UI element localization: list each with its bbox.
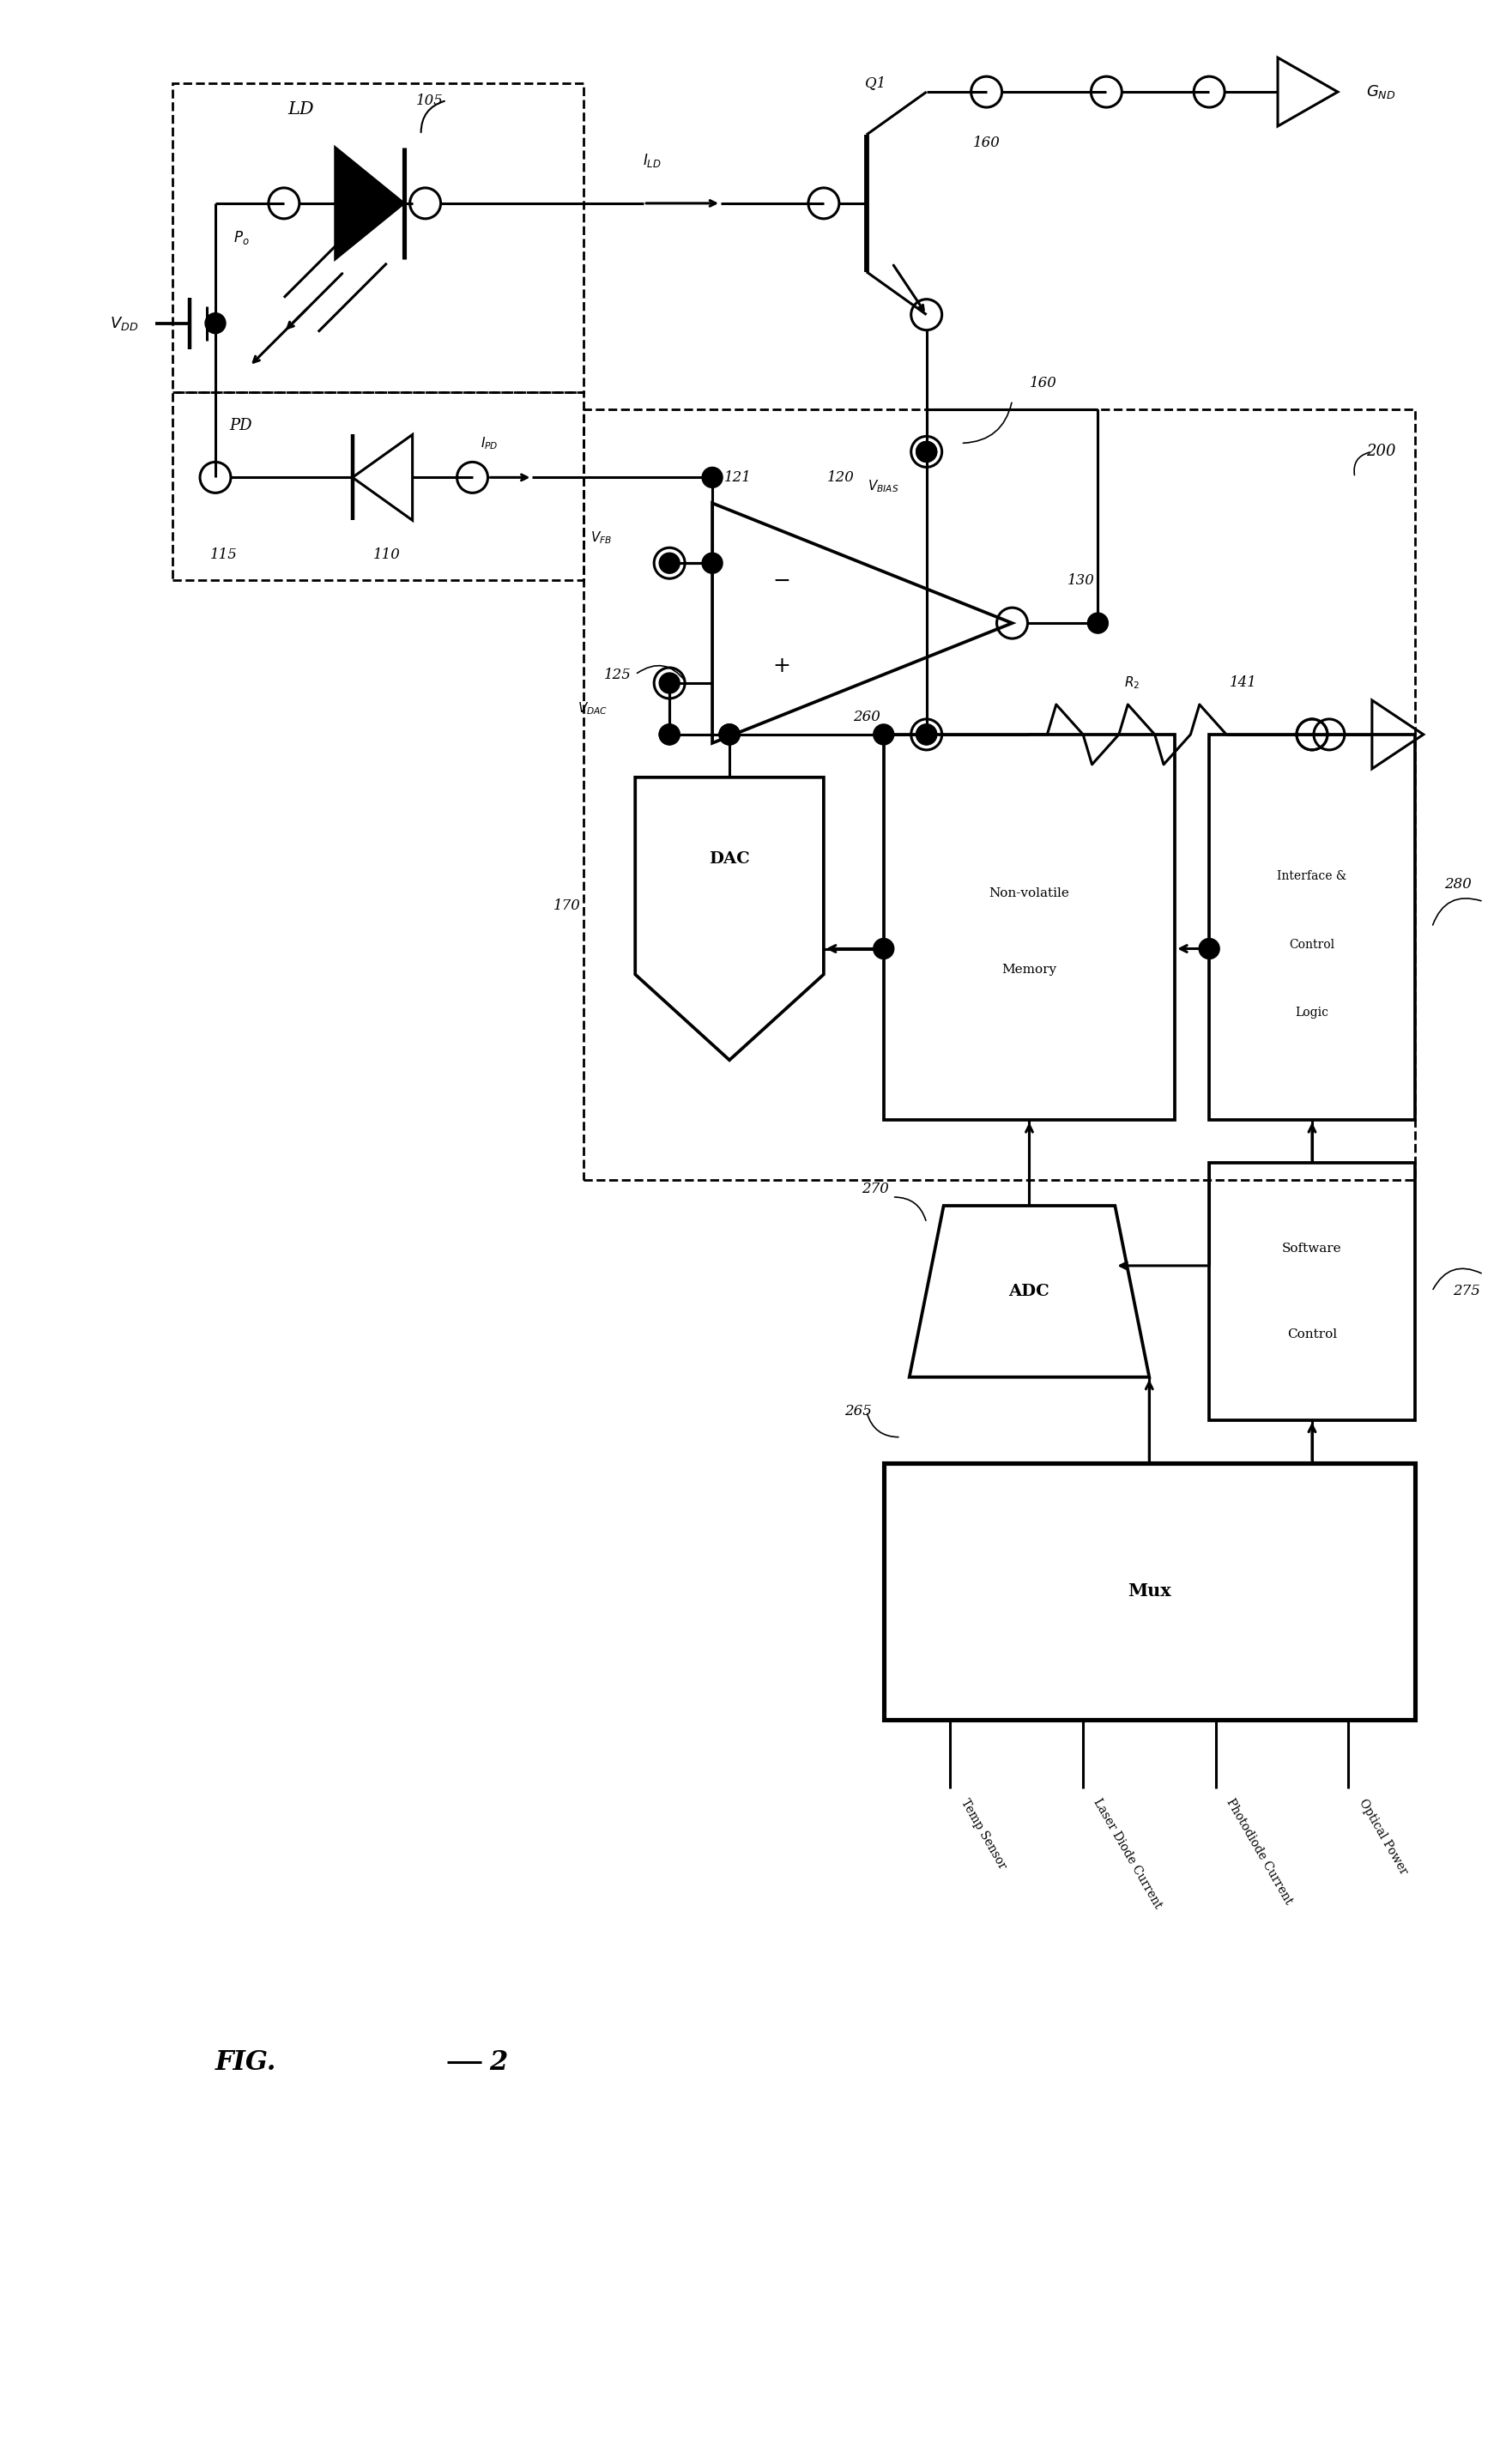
- Bar: [1210, 735, 1415, 1120]
- Text: $I_{LD}$: $I_{LD}$: [643, 152, 662, 169]
- Text: $+$: $+$: [773, 657, 789, 676]
- Circle shape: [916, 725, 937, 745]
- Text: $G_{ND}$: $G_{ND}$: [1365, 83, 1396, 100]
- Text: ADC: ADC: [1009, 1284, 1049, 1298]
- Text: $-$: $-$: [773, 571, 789, 590]
- Bar: [172, 83, 584, 392]
- Text: PD: PD: [230, 419, 253, 434]
- Text: 275: 275: [1453, 1284, 1480, 1298]
- Circle shape: [1199, 938, 1220, 958]
- Text: $V_{BIAS}$: $V_{BIAS}$: [868, 478, 900, 495]
- Text: 121: 121: [724, 470, 751, 485]
- Circle shape: [702, 468, 723, 488]
- Text: 105: 105: [416, 93, 443, 108]
- Circle shape: [659, 554, 680, 573]
- Text: $R_2$: $R_2$: [1125, 676, 1140, 691]
- Text: Control: Control: [1290, 938, 1335, 951]
- Text: Memory: Memory: [1002, 965, 1057, 975]
- Text: 265: 265: [844, 1404, 871, 1419]
- Text: Q1: Q1: [865, 76, 886, 91]
- Text: 110: 110: [373, 546, 401, 561]
- Circle shape: [916, 725, 937, 745]
- Text: 2: 2: [490, 2048, 508, 2075]
- Text: 141: 141: [1229, 676, 1256, 691]
- Text: $V_{FB}$: $V_{FB}$: [590, 529, 612, 546]
- Text: Mux: Mux: [1128, 1583, 1170, 1600]
- Text: DAC: DAC: [709, 850, 750, 867]
- Polygon shape: [336, 147, 404, 260]
- Circle shape: [720, 725, 739, 745]
- Circle shape: [702, 554, 723, 573]
- Text: 260: 260: [853, 710, 880, 725]
- Circle shape: [874, 938, 894, 958]
- Text: $V_{DD}$: $V_{DD}$: [110, 314, 138, 331]
- Text: 270: 270: [862, 1181, 889, 1196]
- Bar: [883, 1463, 1415, 1720]
- Circle shape: [720, 725, 739, 745]
- Circle shape: [1087, 612, 1108, 635]
- Text: 280: 280: [1444, 877, 1471, 892]
- Text: 120: 120: [827, 470, 854, 485]
- Text: $P_o$: $P_o$: [233, 228, 249, 245]
- Bar: [883, 735, 1175, 1120]
- Bar: [584, 409, 1415, 1181]
- Text: Photodiode Current: Photodiode Current: [1225, 1796, 1294, 1906]
- Text: Software: Software: [1282, 1242, 1343, 1254]
- Circle shape: [916, 441, 937, 463]
- Text: 170: 170: [553, 899, 581, 914]
- Text: FIG.: FIG.: [215, 2048, 277, 2075]
- Text: Logic: Logic: [1296, 1007, 1329, 1019]
- Text: Optical Power: Optical Power: [1356, 1796, 1411, 1877]
- Circle shape: [659, 674, 680, 693]
- Text: 160: 160: [972, 137, 999, 149]
- Text: Control: Control: [1287, 1328, 1337, 1340]
- Text: $V_{DAC}$: $V_{DAC}$: [578, 701, 608, 718]
- Text: Non-volatile: Non-volatile: [989, 887, 1069, 899]
- Text: Temp Sensor: Temp Sensor: [959, 1796, 1009, 1872]
- Circle shape: [206, 314, 225, 333]
- Text: Laser Diode Current: Laser Diode Current: [1092, 1796, 1164, 1911]
- Bar: [1210, 1164, 1415, 1421]
- Text: $I_{PD}$: $I_{PD}$: [481, 436, 499, 451]
- Circle shape: [659, 725, 680, 745]
- Circle shape: [659, 725, 680, 745]
- Text: 200: 200: [1365, 443, 1396, 461]
- Circle shape: [874, 725, 894, 745]
- Text: Interface &: Interface &: [1278, 870, 1347, 882]
- Text: 125: 125: [605, 666, 632, 681]
- Text: LD: LD: [287, 100, 314, 118]
- Text: 130: 130: [1067, 573, 1095, 588]
- Circle shape: [916, 441, 937, 463]
- Bar: [172, 392, 584, 581]
- Text: 160: 160: [1030, 375, 1057, 390]
- Text: 115: 115: [210, 546, 237, 561]
- Circle shape: [720, 725, 739, 745]
